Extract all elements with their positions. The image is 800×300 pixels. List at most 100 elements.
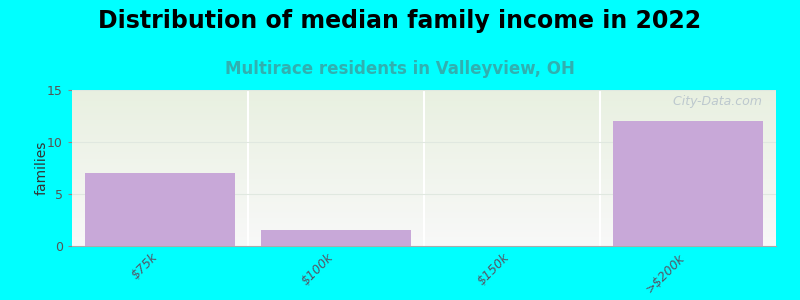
Bar	[72, 224, 776, 226]
Bar	[72, 193, 776, 194]
Bar	[72, 184, 776, 185]
Bar	[72, 95, 776, 96]
Bar	[72, 196, 776, 198]
Bar	[72, 199, 776, 201]
Bar	[614, 121, 763, 246]
Bar	[72, 118, 776, 120]
Bar	[72, 93, 776, 95]
Bar	[72, 238, 776, 240]
Bar	[72, 188, 776, 190]
Bar	[72, 128, 776, 129]
Bar	[72, 90, 776, 92]
Bar	[72, 159, 776, 160]
Bar	[72, 174, 776, 176]
Text: Distribution of median family income in 2022: Distribution of median family income in …	[98, 9, 702, 33]
Bar	[261, 230, 411, 246]
Bar	[72, 98, 776, 99]
Text: City-Data.com: City-Data.com	[669, 95, 762, 108]
Bar	[72, 120, 776, 121]
Bar	[72, 101, 776, 103]
Bar	[72, 210, 776, 212]
Bar	[72, 145, 776, 146]
Bar	[72, 151, 776, 152]
Bar	[72, 121, 776, 123]
Bar	[72, 216, 776, 218]
Bar	[72, 123, 776, 124]
Bar	[72, 235, 776, 237]
Bar	[72, 130, 776, 132]
Bar	[72, 241, 776, 243]
Bar	[72, 163, 776, 165]
Bar	[72, 129, 776, 130]
Bar	[72, 212, 776, 213]
Bar	[72, 240, 776, 241]
Bar	[72, 176, 776, 177]
Bar	[72, 104, 776, 106]
Bar	[72, 206, 776, 207]
Bar	[72, 142, 776, 143]
Bar	[72, 243, 776, 244]
Bar	[72, 113, 776, 115]
Bar	[72, 137, 776, 138]
Bar	[72, 165, 776, 166]
Bar	[72, 152, 776, 154]
Bar	[72, 146, 776, 148]
Bar	[72, 194, 776, 196]
Bar	[72, 92, 776, 93]
Bar	[72, 149, 776, 151]
Bar	[72, 155, 776, 157]
Bar	[72, 223, 776, 224]
Bar	[72, 237, 776, 238]
Bar	[72, 173, 776, 174]
Bar	[72, 230, 776, 232]
Bar	[72, 154, 776, 155]
Bar	[86, 173, 235, 246]
Bar	[72, 213, 776, 215]
Bar	[72, 179, 776, 181]
Bar	[72, 134, 776, 135]
Bar	[72, 198, 776, 199]
Bar	[72, 103, 776, 104]
Bar	[72, 107, 776, 109]
Bar	[72, 204, 776, 206]
Bar	[72, 244, 776, 246]
Bar	[72, 187, 776, 188]
Bar	[72, 135, 776, 137]
Bar	[72, 96, 776, 98]
Bar	[72, 140, 776, 142]
Bar	[72, 185, 776, 187]
Bar	[72, 168, 776, 170]
Bar	[72, 233, 776, 235]
Bar	[72, 115, 776, 116]
Bar	[72, 218, 776, 220]
Bar	[72, 182, 776, 184]
Bar	[72, 208, 776, 210]
Bar	[72, 229, 776, 230]
Bar	[72, 143, 776, 145]
Bar	[72, 207, 776, 208]
Bar	[72, 232, 776, 233]
Bar	[72, 220, 776, 221]
Bar	[72, 157, 776, 159]
Bar	[72, 99, 776, 101]
Bar	[72, 162, 776, 163]
Bar	[72, 124, 776, 126]
Bar	[72, 227, 776, 229]
Bar	[72, 215, 776, 216]
Bar	[72, 202, 776, 204]
Bar	[72, 191, 776, 193]
Bar	[72, 116, 776, 118]
Bar	[72, 167, 776, 168]
Bar	[72, 110, 776, 112]
Bar	[72, 177, 776, 179]
Bar	[72, 181, 776, 182]
Text: Multirace residents in Valleyview, OH: Multirace residents in Valleyview, OH	[225, 60, 575, 78]
Bar	[72, 148, 776, 149]
Bar	[72, 226, 776, 227]
Bar	[72, 169, 776, 171]
Bar	[72, 138, 776, 140]
Bar	[72, 190, 776, 191]
Bar	[72, 112, 776, 113]
Bar	[72, 160, 776, 162]
Bar	[72, 201, 776, 202]
